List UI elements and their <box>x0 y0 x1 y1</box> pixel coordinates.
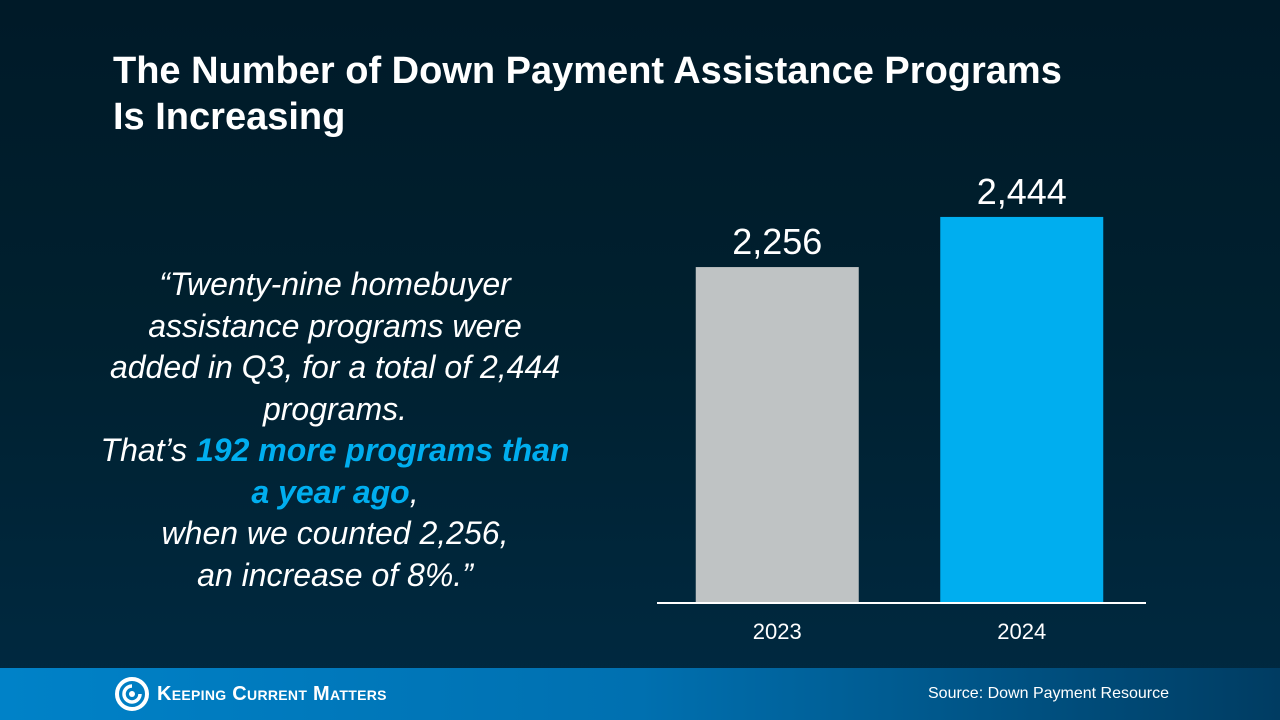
quote-highlight: 192 more programs than a year ago <box>196 432 570 510</box>
quote-part-3: , <box>409 473 419 510</box>
bar-2024 <box>940 216 1104 602</box>
bar-chart: 2,256 2023 2,444 2024 <box>695 171 1104 644</box>
title-line-2: Is Increasing <box>113 96 346 138</box>
logo-text: Keeping Current Matters <box>157 682 387 705</box>
x-tick-label-2023: 2023 <box>753 619 802 644</box>
quote-part-2: That’s <box>100 432 196 468</box>
data-label-2023: 2,256 <box>732 221 822 262</box>
kcm-swirl-icon <box>115 677 149 711</box>
x-tick-label-2024: 2024 <box>997 619 1046 644</box>
footer: Keeping Current Matters Source: Down Pay… <box>0 668 1280 720</box>
quote: “Twenty-nine homebuyer assistance progra… <box>100 264 570 596</box>
page-title: The Number of Down Payment Assistance Pr… <box>113 48 1163 140</box>
quote-part-4: when we counted 2,256, an increase of 8%… <box>161 515 509 593</box>
quote-part-1: “Twenty-nine homebuyer assistance progra… <box>109 266 561 427</box>
source-note: Source: Down Payment Resource <box>928 685 1169 702</box>
data-label-2024: 2,444 <box>977 171 1067 212</box>
logo: Keeping Current Matters <box>115 677 387 711</box>
quote-line-2: That’s 192 more programs than a year ago… <box>100 430 570 513</box>
bar-2023 <box>695 267 859 602</box>
title-line-1: The Number of Down Payment Assistance Pr… <box>113 50 1062 92</box>
